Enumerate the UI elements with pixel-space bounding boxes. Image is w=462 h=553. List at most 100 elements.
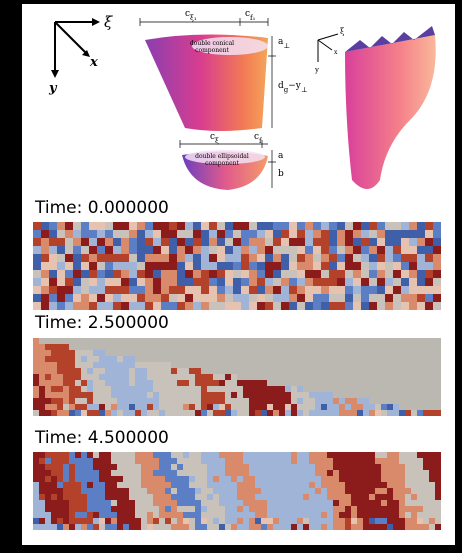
grain-cell: [303, 452, 309, 458]
grain-cell: [231, 500, 237, 506]
grain-cell: [33, 222, 41, 230]
grain-cell: [327, 404, 333, 410]
grain-cell: [129, 246, 137, 254]
grain-cell: [41, 278, 49, 286]
grain-cell: [183, 506, 189, 512]
grain-cell: [297, 398, 303, 404]
grain-cell: [219, 392, 225, 398]
grain-cell: [315, 476, 321, 482]
grain-cell: [87, 398, 93, 404]
grain-cell: [193, 294, 201, 302]
grain-cell: [89, 262, 97, 270]
grain-cell: [65, 294, 73, 302]
grain-cell: [387, 506, 393, 512]
grain-cell: [423, 500, 429, 506]
grain-cell: [333, 524, 339, 530]
grain-cell: [425, 238, 433, 246]
grain-cell: [189, 506, 195, 512]
grain-cell: [123, 488, 129, 494]
grain-cell: [303, 410, 309, 416]
grain-cell: [137, 302, 145, 310]
grain-cell: [315, 452, 321, 458]
grain-cell: [255, 410, 261, 416]
grain-cell: [369, 254, 377, 262]
grain-cell: [99, 470, 105, 476]
grain-cell: [237, 506, 243, 512]
grain-cell: [97, 230, 105, 238]
grain-cell: [41, 222, 49, 230]
grain-cell: [75, 518, 81, 524]
grain-cell: [111, 362, 117, 368]
grain-cell: [81, 230, 89, 238]
grain-cell: [207, 380, 213, 386]
grain-cell: [195, 410, 201, 416]
grain-cell: [393, 512, 399, 518]
grain-cell: [289, 270, 297, 278]
grain-cell: [147, 392, 153, 398]
grain-cell: [345, 398, 351, 404]
grain-cell: [145, 254, 153, 262]
grain-cell: [57, 238, 65, 246]
grain-cell: [249, 230, 257, 238]
grain-cell: [417, 452, 423, 458]
grain-cell: [213, 470, 219, 476]
grain-cell: [147, 512, 153, 518]
grain-cell: [111, 458, 117, 464]
grain-cell: [195, 476, 201, 482]
grain-cell: [171, 506, 177, 512]
grain-cell: [117, 458, 123, 464]
grain-cell: [273, 452, 279, 458]
grain-cell: [327, 410, 333, 416]
grain-cell: [183, 404, 189, 410]
grain-cell: [153, 222, 161, 230]
grain-cell: [285, 494, 291, 500]
grain-cell: [249, 262, 257, 270]
grain-cell: [361, 254, 369, 262]
grain-cell: [123, 464, 129, 470]
grain-cell: [129, 374, 135, 380]
grain-cell: [291, 410, 297, 416]
grain-cell: [369, 404, 375, 410]
grain-cell: [105, 238, 113, 246]
grain-cell: [171, 494, 177, 500]
grain-cell: [183, 488, 189, 494]
grain-cell: [49, 286, 57, 294]
grain-cell: [169, 278, 177, 286]
grain-cell: [81, 254, 89, 262]
grain-cell: [81, 476, 87, 482]
grain-cell: [257, 238, 265, 246]
grain-cell: [281, 230, 289, 238]
grain-cell: [165, 368, 171, 374]
grain-cell: [297, 488, 303, 494]
grain-cell: [387, 500, 393, 506]
grain-cell: [361, 246, 369, 254]
grain-cell: [327, 392, 333, 398]
grain-cell: [237, 470, 243, 476]
grain-cell: [279, 464, 285, 470]
grain-cell: [87, 482, 93, 488]
grain-cell: [409, 222, 417, 230]
grain-cell: [201, 518, 207, 524]
grain-cell: [363, 464, 369, 470]
grain-cell: [81, 350, 87, 356]
grain-cell: [241, 254, 249, 262]
grain-cell: [117, 464, 123, 470]
grain-cell: [51, 488, 57, 494]
grain-cell: [207, 398, 213, 404]
grain-cell: [213, 482, 219, 488]
grain-cell: [81, 470, 87, 476]
grain-cell: [185, 294, 193, 302]
grain-cell: [195, 452, 201, 458]
grain-cell: [357, 404, 363, 410]
grain-cell: [233, 230, 241, 238]
grain-cell: [369, 246, 377, 254]
grain-cell: [353, 302, 361, 310]
grain-cell: [243, 410, 249, 416]
grain-cell: [315, 506, 321, 512]
grain-cell: [63, 518, 69, 524]
grain-cell: [289, 262, 297, 270]
grain-cell: [255, 452, 261, 458]
grain-cell: [409, 294, 417, 302]
grain-cell: [297, 452, 303, 458]
grain-cell: [243, 458, 249, 464]
